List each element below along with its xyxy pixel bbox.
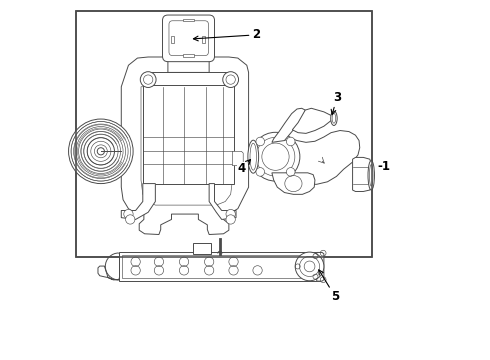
Text: -1: -1 xyxy=(378,160,391,173)
Circle shape xyxy=(286,168,295,176)
Polygon shape xyxy=(272,173,315,194)
Circle shape xyxy=(97,148,104,155)
Circle shape xyxy=(226,210,235,219)
Bar xyxy=(172,36,174,42)
Ellipse shape xyxy=(331,111,337,126)
Bar xyxy=(119,252,319,281)
Bar xyxy=(183,54,194,57)
Circle shape xyxy=(74,124,128,179)
Bar xyxy=(143,85,234,184)
Circle shape xyxy=(124,210,133,219)
Bar xyxy=(202,36,205,42)
Bar xyxy=(183,19,194,21)
Circle shape xyxy=(256,137,265,146)
Polygon shape xyxy=(98,266,108,278)
Polygon shape xyxy=(353,157,371,192)
Bar xyxy=(76,12,372,257)
Circle shape xyxy=(71,122,131,181)
Circle shape xyxy=(251,132,300,181)
Circle shape xyxy=(286,137,295,146)
Polygon shape xyxy=(122,57,248,234)
Circle shape xyxy=(226,215,235,224)
FancyBboxPatch shape xyxy=(163,15,215,62)
Text: 2: 2 xyxy=(194,28,260,41)
Circle shape xyxy=(95,145,107,158)
Circle shape xyxy=(81,132,121,171)
Text: 4: 4 xyxy=(238,159,250,175)
Polygon shape xyxy=(122,184,155,220)
Polygon shape xyxy=(293,108,334,134)
Circle shape xyxy=(91,141,111,161)
Circle shape xyxy=(78,129,123,174)
Polygon shape xyxy=(232,151,243,166)
Bar xyxy=(193,243,211,253)
Polygon shape xyxy=(209,184,236,220)
Polygon shape xyxy=(148,72,231,87)
Circle shape xyxy=(256,168,265,176)
Circle shape xyxy=(87,138,115,165)
Text: 3: 3 xyxy=(331,91,341,114)
Circle shape xyxy=(295,252,324,281)
Circle shape xyxy=(69,119,133,184)
Circle shape xyxy=(84,134,118,168)
Circle shape xyxy=(140,72,156,87)
Bar xyxy=(76,12,372,257)
Polygon shape xyxy=(275,131,360,184)
Bar xyxy=(122,255,316,278)
Circle shape xyxy=(76,127,125,176)
Circle shape xyxy=(223,72,239,87)
Ellipse shape xyxy=(248,140,259,173)
Ellipse shape xyxy=(368,161,374,190)
Text: 5: 5 xyxy=(319,270,339,303)
Polygon shape xyxy=(272,108,305,142)
Polygon shape xyxy=(103,253,317,280)
Polygon shape xyxy=(169,72,208,87)
Polygon shape xyxy=(317,252,324,281)
Circle shape xyxy=(125,215,135,224)
